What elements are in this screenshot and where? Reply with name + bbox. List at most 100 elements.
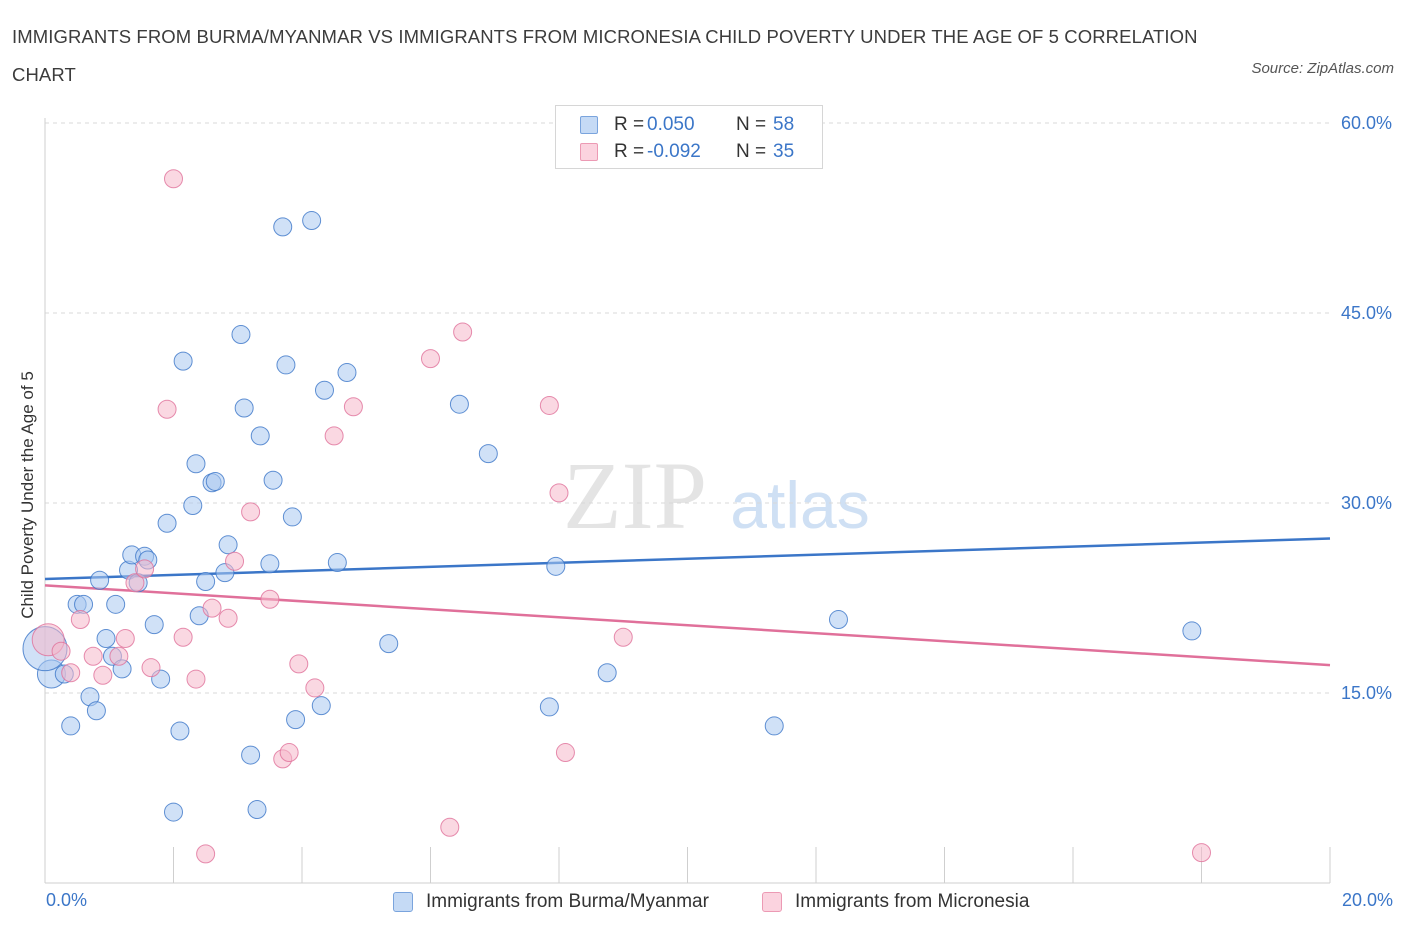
- data-point: [61, 716, 81, 736]
- data-point: [828, 610, 848, 630]
- y-tick-label: 60.0%: [1341, 113, 1392, 133]
- data-point: [70, 610, 90, 630]
- r-value-micronesia: -0.092: [647, 141, 701, 162]
- data-point: [555, 743, 575, 763]
- data-point: [549, 483, 569, 503]
- data-point: [186, 669, 206, 689]
- data-point: [183, 496, 203, 516]
- series-micronesia-points: [31, 169, 1211, 864]
- data-point: [260, 589, 280, 609]
- data-point: [164, 169, 183, 189]
- zipatlas-watermark: ZIP atlas: [563, 442, 870, 549]
- data-point: [173, 351, 193, 371]
- data-point: [157, 513, 177, 533]
- data-point: [157, 399, 177, 419]
- micronesia-swatch: [580, 143, 598, 161]
- data-point: [289, 654, 309, 674]
- r-value-burma: 0.050: [647, 114, 695, 135]
- burma-swatch: [580, 116, 598, 134]
- data-point: [478, 444, 498, 464]
- data-point: [115, 629, 135, 649]
- data-point: [337, 363, 357, 383]
- data-point: [164, 802, 183, 822]
- data-point: [218, 535, 238, 555]
- legend: Immigrants from Burma/Myanmar Immigrants…: [0, 889, 1406, 915]
- data-point: [170, 721, 190, 741]
- legend-swatch-micronesia: [762, 892, 782, 912]
- legend-swatch-burma: [393, 892, 413, 912]
- trend-lines: [44, 537, 1331, 667]
- data-point: [141, 658, 161, 678]
- data-point: [83, 646, 103, 666]
- y-tick-label: 30.0%: [1341, 493, 1392, 513]
- data-point: [109, 646, 129, 666]
- x-axis-min-label: 0.0%: [46, 890, 88, 910]
- r-label: R =: [614, 141, 645, 162]
- data-point: [106, 594, 126, 614]
- x-axis-max-label: 20.0%: [1341, 890, 1393, 910]
- data-point: [231, 325, 251, 345]
- data-point: [613, 627, 633, 647]
- data-point: [539, 697, 559, 717]
- chart-title: IMMIGRANTS FROM BURMA/MYANMAR VS IMMIGRA…: [12, 26, 1198, 85]
- data-point: [260, 554, 280, 574]
- n-value-burma: 58: [773, 114, 795, 135]
- data-point: [276, 355, 296, 375]
- data-point: [173, 627, 193, 647]
- data-point: [263, 470, 283, 490]
- data-point: [324, 426, 344, 446]
- y-tick-labels: 60.0% 45.0% 30.0% 15.0%: [1341, 113, 1392, 703]
- data-point: [96, 629, 116, 649]
- data-point: [125, 573, 145, 593]
- n-label: N =: [736, 114, 767, 135]
- data-point: [764, 716, 784, 736]
- r-label: R =: [614, 114, 645, 135]
- n-value-micronesia: 35: [773, 141, 795, 162]
- data-point: [327, 553, 347, 573]
- data-point: [379, 634, 399, 654]
- watermark-atlas: atlas: [730, 468, 869, 542]
- y-tick-label: 15.0%: [1341, 683, 1392, 703]
- data-point: [61, 663, 81, 683]
- data-point: [286, 710, 306, 730]
- data-point: [546, 556, 566, 576]
- data-point: [539, 395, 559, 415]
- data-point: [135, 559, 155, 579]
- data-point: [202, 598, 222, 618]
- data-point: [241, 745, 261, 765]
- data-point: [90, 570, 110, 590]
- data-point: [225, 551, 245, 571]
- data-point: [205, 471, 225, 491]
- stats-box: R = 0.050 N = 58 R = -0.092 N = 35: [555, 105, 823, 169]
- data-point: [1182, 621, 1202, 641]
- trend-line-micronesia: [44, 584, 1331, 667]
- data-point: [1192, 843, 1211, 863]
- watermark-zip: ZIP: [563, 442, 707, 549]
- data-point: [305, 678, 325, 698]
- legend-label-micronesia: Immigrants from Micronesia: [795, 891, 1030, 912]
- data-point: [51, 641, 71, 661]
- trend-line-burma: [44, 537, 1331, 581]
- source-label: Source: ZipAtlas.com: [1251, 60, 1394, 77]
- data-point: [196, 844, 216, 864]
- data-point: [314, 380, 334, 400]
- data-point: [282, 507, 302, 527]
- data-point: [597, 663, 617, 683]
- data-point: [234, 398, 254, 418]
- data-point: [247, 800, 267, 820]
- data-point: [279, 743, 299, 763]
- data-point: [440, 817, 460, 837]
- data-point: [86, 701, 106, 721]
- y-axis-label: Child Poverty Under the Age of 5: [18, 371, 37, 619]
- data-point: [421, 349, 440, 369]
- data-point: [453, 322, 473, 342]
- legend-label-burma: Immigrants from Burma/Myanmar: [426, 891, 709, 912]
- data-points: [22, 169, 1211, 864]
- y-tick-label: 45.0%: [1341, 303, 1392, 323]
- data-point: [196, 572, 216, 592]
- data-point: [144, 615, 164, 635]
- data-point: [218, 608, 238, 628]
- data-point: [273, 217, 293, 237]
- data-point: [311, 696, 331, 716]
